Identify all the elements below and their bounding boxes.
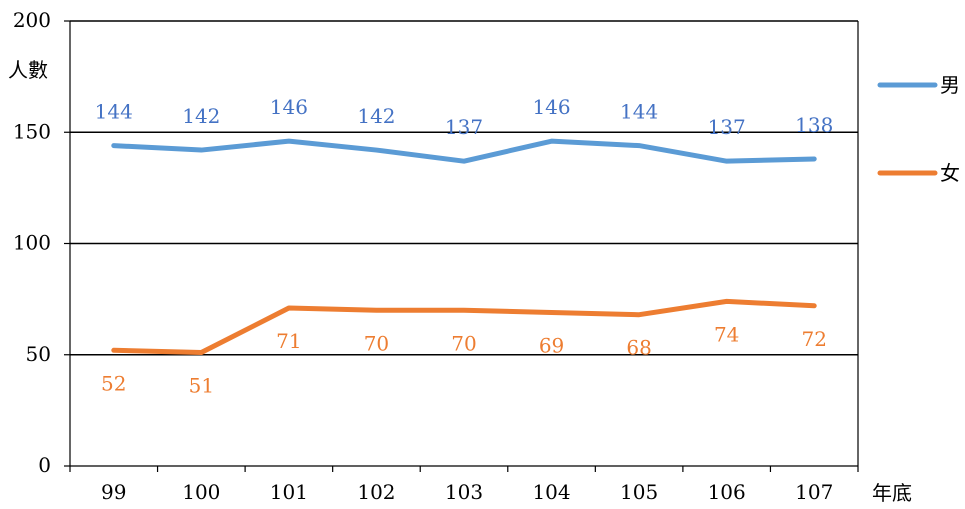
x-tick-label: 107 xyxy=(795,480,833,504)
data-label: 71 xyxy=(276,329,301,353)
legend: 男女 xyxy=(877,73,960,185)
data-label: 70 xyxy=(451,331,476,355)
series-line-female xyxy=(111,298,817,356)
x-tick-labels: 99 100 101 102 103 104 105 106 107 xyxy=(101,480,833,504)
x-tick-label: 105 xyxy=(620,480,658,504)
data-label: 144 xyxy=(95,100,133,124)
x-tick-label: 103 xyxy=(445,480,483,504)
data-label: 69 xyxy=(539,333,564,357)
grid-lines xyxy=(70,20,858,356)
data-label: 68 xyxy=(626,336,651,360)
data-label: 70 xyxy=(364,331,389,355)
axes xyxy=(64,20,859,472)
x-tick-label: 101 xyxy=(270,480,308,504)
y-tick-label: 200 xyxy=(13,8,51,32)
data-label: 72 xyxy=(801,327,826,351)
data-label: 146 xyxy=(270,95,308,119)
data-label: 142 xyxy=(357,104,395,128)
y-axis-title: 人數 xyxy=(8,58,48,82)
x-tick-label: 99 xyxy=(101,480,126,504)
x-tick-label: 104 xyxy=(532,480,570,504)
data-label: 52 xyxy=(101,371,126,395)
data-label: 51 xyxy=(189,374,214,398)
data-label: 144 xyxy=(620,100,658,124)
x-tick-label: 106 xyxy=(708,480,746,504)
data-label: 74 xyxy=(714,322,739,346)
data-label: 146 xyxy=(532,95,570,119)
y-tick-label: 50 xyxy=(26,342,51,366)
y-tick-labels: 0 50 100 150 200 xyxy=(13,8,51,477)
y-tick-label: 100 xyxy=(13,231,51,255)
data-labels: 144 142 146 142 137 146 144 137 138 52 51 71 70 70 69 6… xyxy=(95,95,834,397)
y-tick-label: 150 xyxy=(13,119,51,143)
x-tick-label: 100 xyxy=(182,480,220,504)
legend-label: 男 xyxy=(940,73,960,97)
series-lines xyxy=(111,138,817,356)
data-label: 137 xyxy=(708,115,746,139)
data-label: 142 xyxy=(182,104,220,128)
x-tick-label: 102 xyxy=(357,480,395,504)
x-axis-title: 年底 xyxy=(872,481,912,505)
series-line-male xyxy=(111,138,817,164)
y-tick-label: 0 xyxy=(38,453,51,477)
legend-label: 女 xyxy=(940,161,960,185)
data-label: 138 xyxy=(795,113,833,137)
data-label: 137 xyxy=(445,115,483,139)
